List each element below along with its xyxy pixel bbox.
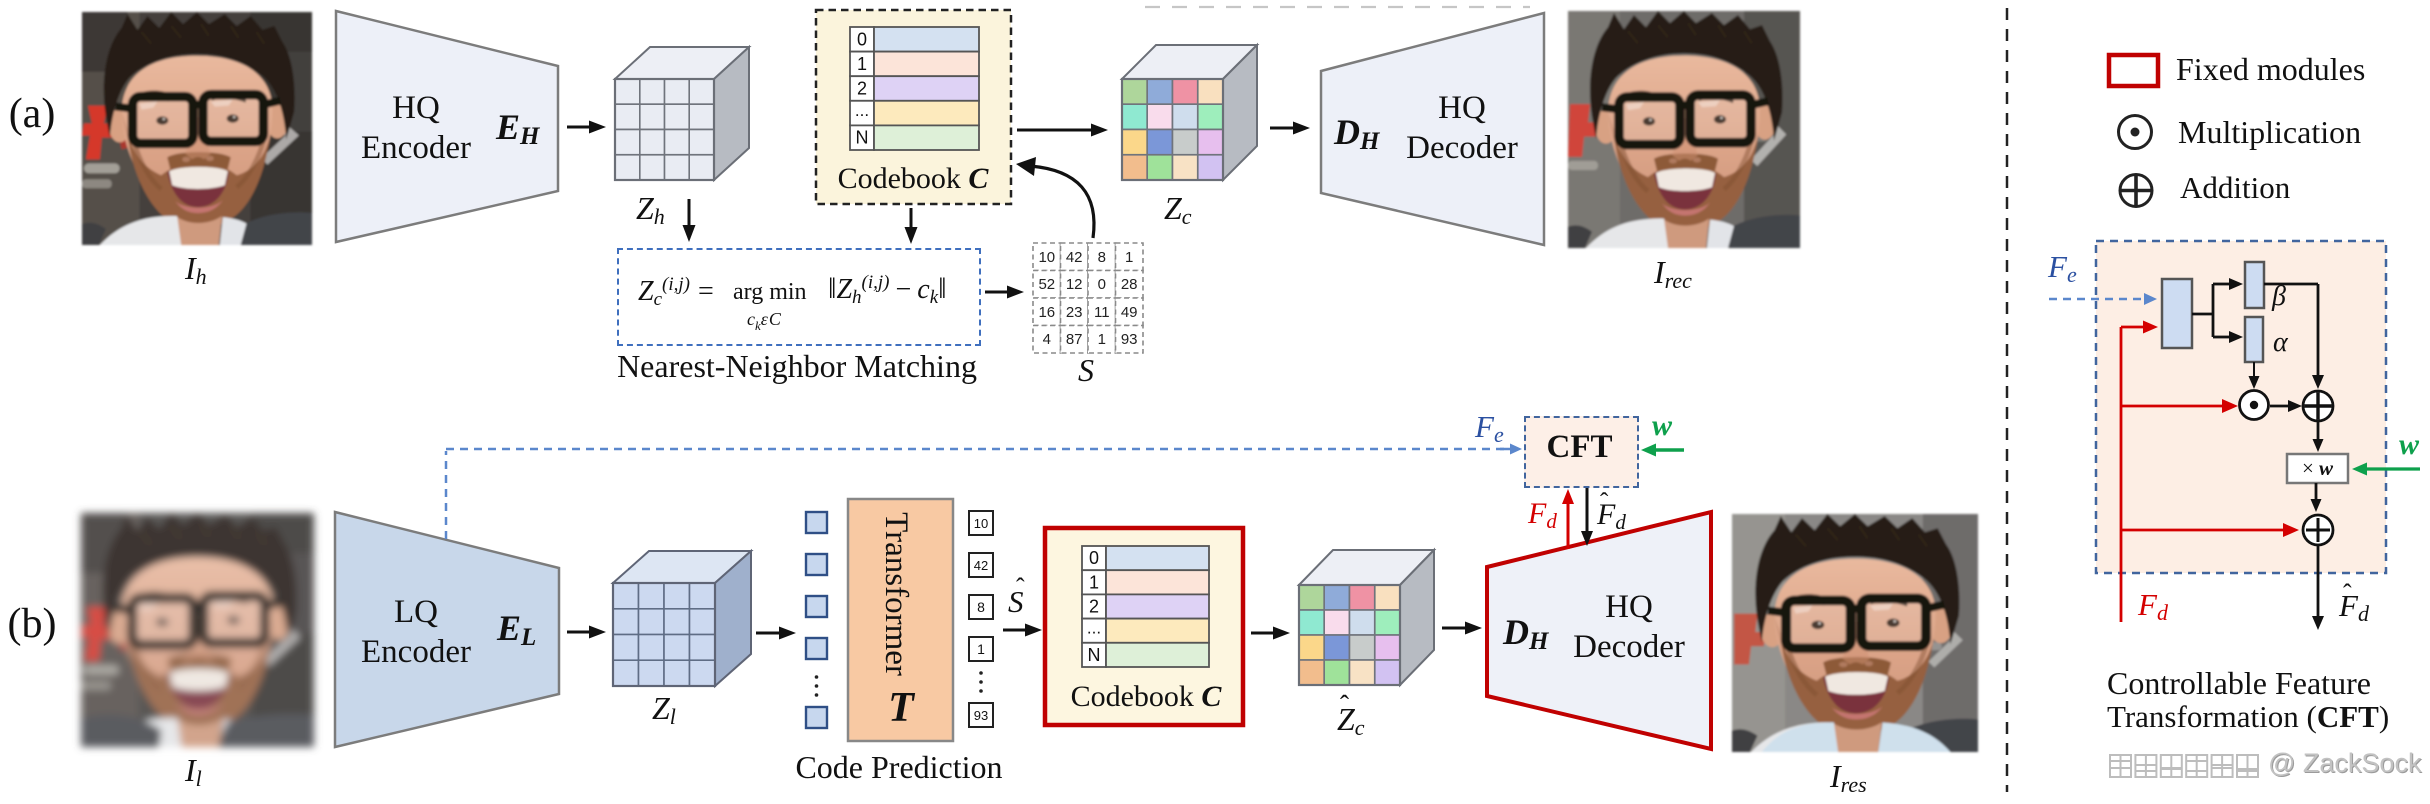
svg-text:...: ... <box>855 101 869 120</box>
svg-text:8: 8 <box>977 599 985 615</box>
svg-text:8: 8 <box>1098 249 1106 266</box>
svg-text:16: 16 <box>1038 304 1055 321</box>
svg-text:2: 2 <box>857 79 867 99</box>
svg-text:0: 0 <box>1098 276 1106 293</box>
svg-text:1: 1 <box>977 641 985 657</box>
svg-text:N: N <box>856 128 869 148</box>
svg-text:Transformer: Transformer <box>878 512 914 676</box>
svg-text:93: 93 <box>1121 331 1138 348</box>
svg-text:12: 12 <box>1066 276 1083 293</box>
svg-text:0: 0 <box>1089 548 1099 568</box>
svg-text:23: 23 <box>1066 304 1083 321</box>
svg-text:10: 10 <box>1038 249 1055 266</box>
svg-text:0: 0 <box>857 29 867 49</box>
svg-text:87: 87 <box>1066 331 1083 348</box>
svg-text:1: 1 <box>1089 572 1099 592</box>
svg-text:11: 11 <box>1094 304 1110 321</box>
svg-text:1: 1 <box>1098 331 1106 348</box>
svg-text:49: 49 <box>1121 304 1138 321</box>
svg-text:42: 42 <box>1066 249 1083 266</box>
svg-text:4: 4 <box>1043 331 1051 348</box>
svg-text:10: 10 <box>974 516 988 531</box>
svg-text:1: 1 <box>857 54 867 74</box>
svg-text:2: 2 <box>1089 597 1099 617</box>
svg-text:28: 28 <box>1121 276 1138 293</box>
svg-text:93: 93 <box>974 708 988 723</box>
svg-text:...: ... <box>1087 619 1101 638</box>
svg-text:1: 1 <box>1125 249 1133 266</box>
svg-text:42: 42 <box>974 558 988 573</box>
svg-text:52: 52 <box>1038 276 1055 293</box>
svg-text:N: N <box>1088 645 1101 665</box>
